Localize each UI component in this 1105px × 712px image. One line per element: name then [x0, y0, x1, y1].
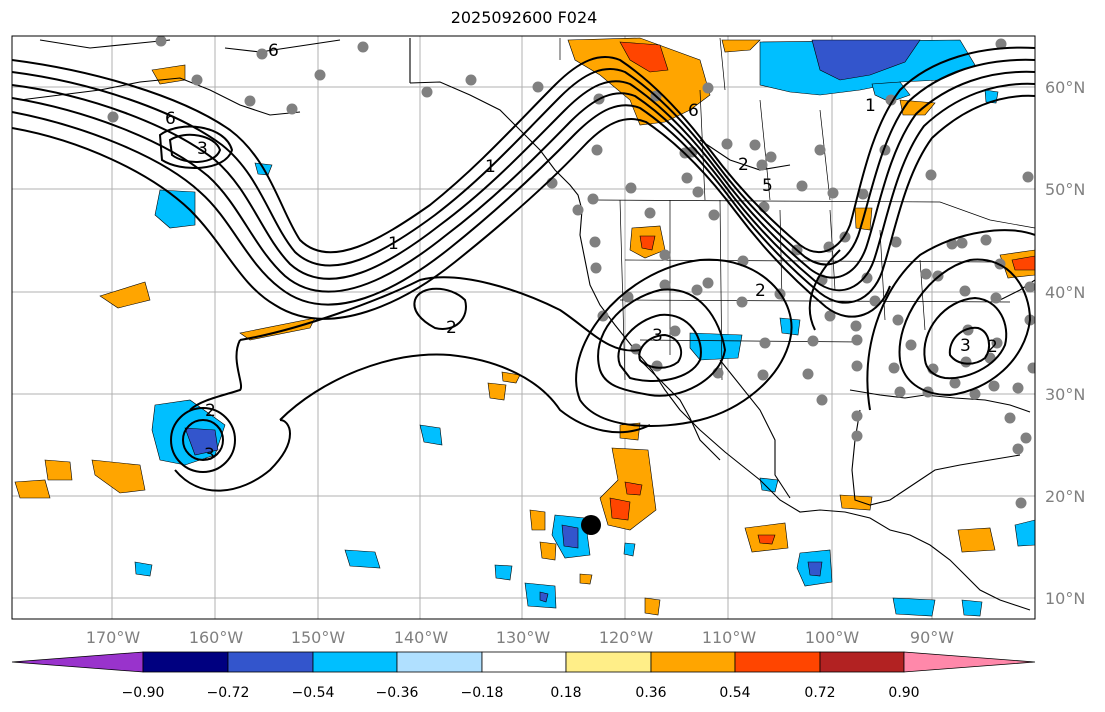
contour-label: 2 [755, 281, 766, 301]
longitude-axis: 170°W 160°W 150°W 140°W 130°W 120°W 110°… [86, 628, 954, 647]
contour-label: 2 [987, 337, 998, 357]
colorbar-tick-label: 0.54 [719, 685, 750, 701]
colorbar-swatch [227, 651, 314, 673]
colorbar-swatch [565, 651, 652, 673]
colorbar-tick-label: −0.72 [207, 685, 250, 701]
graticule [12, 36, 1035, 619]
lon-tick-label: 140°W [394, 628, 449, 647]
colorbar-tick-label: −0.90 [122, 685, 165, 701]
contour-label: 2 [738, 155, 749, 175]
lon-tick-label: 100°W [805, 628, 860, 647]
colorbar-tick-label: −0.18 [461, 685, 504, 701]
contour-label: 3 [652, 326, 663, 346]
colorbar-swatch [734, 651, 821, 673]
contour-label: 1 [485, 157, 496, 177]
contour-label: 2 [446, 318, 457, 338]
filled-contours [14, 37, 1035, 617]
lon-tick-label: 160°W [189, 628, 244, 647]
colorbar-swatch [11, 651, 144, 673]
contour-label: 3 [960, 336, 971, 356]
lon-tick-label: 90°W [910, 628, 954, 647]
colorbar-tick-label: 0.72 [804, 685, 835, 701]
map-frame [11, 35, 1036, 620]
contour-label: 1 [388, 234, 399, 254]
lon-tick-label: 170°W [86, 628, 141, 647]
colorbar-swatch [650, 651, 736, 673]
contour-label: 1 [865, 96, 876, 116]
lat-tick-label: 30°N [1045, 385, 1085, 404]
colorbar-tick-label: −0.36 [376, 685, 419, 701]
colorbar-swatch [819, 651, 905, 673]
latitude-axis: 10°N 20°N 30°N 40°N 50°N 60°N [1045, 78, 1085, 608]
contour-label: 3 [204, 445, 215, 465]
storm-marker [581, 515, 601, 535]
contour-label: 5 [762, 176, 773, 196]
contour-label: 6 [165, 109, 176, 129]
colorbar [11, 651, 1036, 673]
lat-tick-label: 40°N [1045, 283, 1085, 302]
lat-tick-label: 60°N [1045, 78, 1085, 97]
colorbar-swatch [312, 651, 398, 673]
colorbar-swatch [903, 651, 1036, 673]
colorbar-tick-label: −0.54 [292, 685, 335, 701]
colorbar-swatch [396, 651, 483, 673]
coastlines [19, 38, 1035, 611]
lon-tick-label: 130°W [496, 628, 551, 647]
contour-label-group: 6 3 1 1 2 2 3 2 3 6 5 6 1 2 3 2 [165, 41, 998, 465]
map-panel: 6 3 1 1 2 2 3 2 3 6 5 6 1 2 3 2 [12, 36, 1035, 619]
map-title: 2025092600 F024 [450, 8, 598, 27]
lat-tick-label: 20°N [1045, 487, 1085, 506]
colorbar-swatch [481, 651, 567, 673]
colorbar-tick-label: 0.90 [888, 685, 919, 701]
colorbar-swatch [142, 651, 229, 673]
lat-tick-label: 10°N [1045, 589, 1085, 608]
contour-lines [12, 46, 1035, 492]
lon-tick-label: 110°W [702, 628, 757, 647]
colorbar-tick-label: 0.36 [635, 685, 666, 701]
contour-label: 6 [268, 41, 279, 61]
contour-label: 3 [197, 139, 208, 159]
colorbar-labels: −0.90 −0.72 −0.54 −0.36 −0.18 0.18 0.36 … [122, 685, 920, 701]
contour-label: 2 [205, 401, 216, 421]
lon-tick-label: 150°W [291, 628, 346, 647]
lon-tick-label: 120°W [599, 628, 654, 647]
contour-label: 6 [688, 101, 699, 121]
colorbar-tick-label: 0.18 [550, 685, 581, 701]
lat-tick-label: 50°N [1045, 180, 1085, 199]
